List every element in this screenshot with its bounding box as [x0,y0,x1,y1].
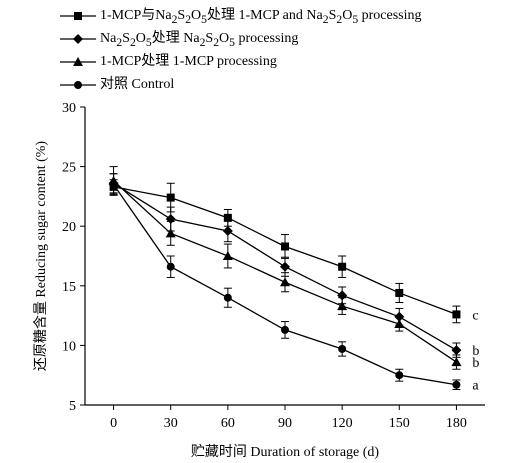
series-diamond: b [108,173,479,359]
legend-item: Na2S2O5处理 Na2S2O5 processing [60,31,299,49]
x-tick-label: 0 [110,416,117,431]
y-tick-label: 20 [62,220,76,235]
data-point-diamond [451,345,462,356]
significance-label: c [472,308,478,323]
y-tick-label: 5 [69,399,76,414]
data-point-triangle [394,318,405,328]
data-point-diamond [222,225,233,236]
x-axis-title: 贮藏时间 Duration of storage (d) [191,444,380,460]
y-tick-label: 30 [62,101,76,116]
y-tick-label: 15 [62,280,76,295]
y-ticks: 5 10 15 20 25 30 [62,101,85,414]
legend-item: 对照 Control [60,77,175,92]
x-tick-label: 180 [446,416,467,431]
legend-label: 1-MCP处理 1-MCP processing [100,54,277,69]
data-point-triangle [165,228,176,238]
data-point-circle [223,293,232,302]
data-point-circle [74,81,82,89]
data-point-circle [452,380,461,389]
legend-item: 1-MCP与Na2S2O5处理 1-MCP and Na2S2O5 proces… [60,8,422,26]
data-point-square [223,213,232,222]
legend-item: 1-MCP处理 1-MCP processing [60,54,277,69]
data-point-square [452,310,461,319]
data-point-square [395,288,404,297]
legend-label: 1-MCP与Na2S2O5处理 1-MCP and Na2S2O5 proces… [100,8,422,26]
data-point-triangle [222,251,233,260]
legend-label: 对照 Control [100,77,175,92]
data-point-circle [281,325,289,334]
x-tick-label: 30 [164,416,178,431]
data-point-circle [166,262,175,271]
data-point-diamond [73,34,83,44]
data-point-square [281,242,289,251]
data-point-triangle [337,301,348,311]
data-point-circle [395,371,404,380]
x-ticks: 0 30 60 90 120 150 180 [110,405,467,431]
series-triangle: b [108,166,479,371]
legend: 1-MCP与Na2S2O5处理 1-MCP and Na2S2O5 proces… [60,8,422,92]
significance-label: a [472,379,479,394]
x-tick-label: 150 [389,416,410,431]
y-axis-title: 还原糖含量 Reducing sugar content (%) [33,141,49,372]
legend-label: Na2S2O5处理 Na2S2O5 processing [100,31,299,49]
y-tick-label: 10 [62,339,76,354]
data-point-triangle [73,57,83,66]
data-point-square [338,262,347,271]
y-tick-label: 25 [62,161,76,176]
data-point-circle [109,180,118,189]
data-point-square [74,12,82,20]
data-point-square [166,193,175,202]
series-square: c [109,179,479,323]
data-point-triangle [280,277,290,287]
data-point-triangle [451,357,462,367]
x-tick-label: 90 [278,416,292,431]
data-point-diamond [280,261,290,272]
significance-label: b [472,356,479,371]
series-circle: a [109,173,479,394]
x-tick-label: 60 [221,416,235,431]
data-point-circle [338,344,347,353]
x-tick-label: 120 [332,416,353,431]
significance-label: b [472,344,479,359]
